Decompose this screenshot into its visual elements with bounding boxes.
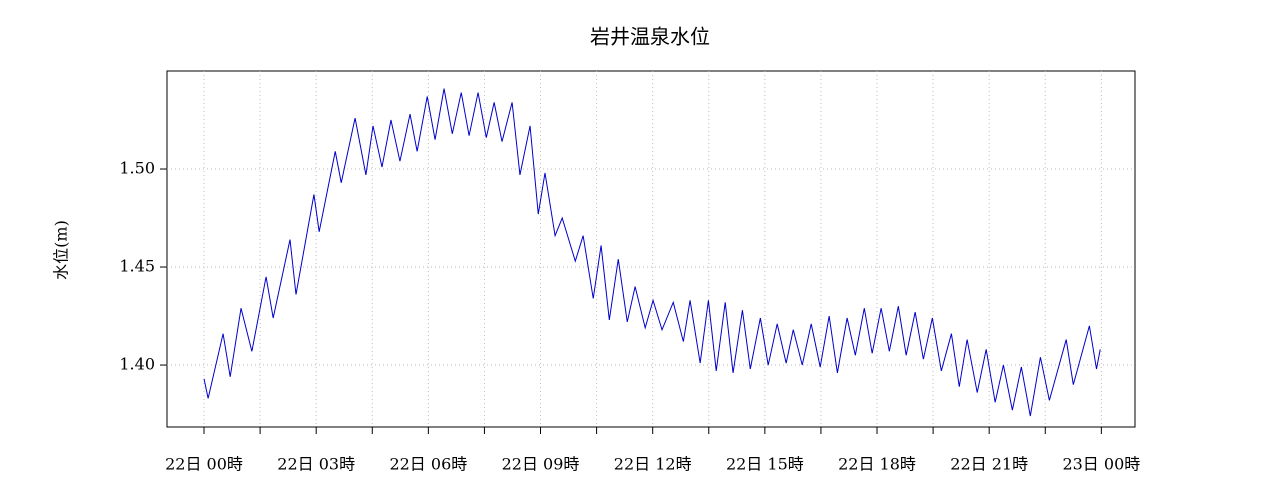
plot-frame — [166, 70, 1136, 428]
x-tick-label: 23日 00時 — [1062, 455, 1140, 474]
x-tick-label: 22日 21時 — [950, 455, 1028, 474]
x-tick-label: 22日 03時 — [277, 455, 355, 474]
x-tick-label: 22日 12時 — [614, 455, 692, 474]
x-tick-label: 22日 00時 — [165, 455, 243, 474]
y-axis-label: 水位(m) — [52, 220, 71, 280]
y-tick-label: 1.50 — [119, 159, 155, 178]
x-tick-label: 22日 15時 — [726, 455, 804, 474]
x-tick-label: 22日 18時 — [838, 455, 916, 474]
y-tick-label: 1.40 — [119, 355, 155, 374]
y-tick-label: 1.45 — [119, 257, 155, 276]
chart-title: 岩井温泉水位 — [590, 25, 710, 49]
x-tick-label: 22日 09時 — [502, 455, 580, 474]
x-tick-label: 22日 06時 — [389, 455, 467, 474]
line-series — [203, 88, 1101, 417]
